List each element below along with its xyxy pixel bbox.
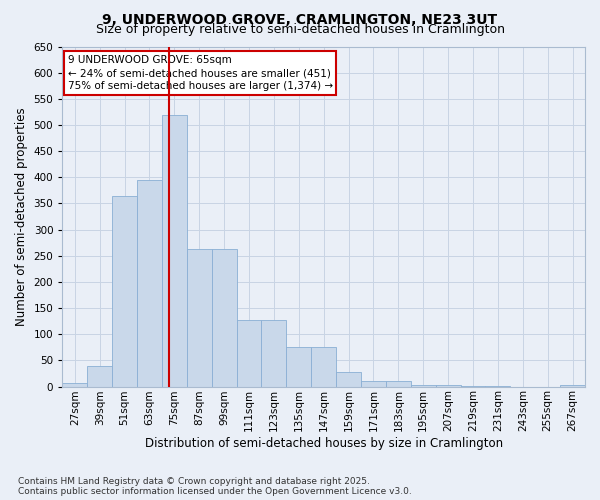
- Bar: [311, 348, 336, 387]
- Text: 9 UNDERWOOD GROVE: 65sqm
← 24% of semi-detached houses are smaller (451)
75% of : 9 UNDERWOOD GROVE: 65sqm ← 24% of semi-d…: [68, 55, 332, 92]
- Bar: [262, 320, 286, 386]
- Bar: [411, 385, 436, 386]
- Bar: [62, 383, 87, 386]
- Bar: [112, 196, 137, 386]
- Bar: [361, 382, 386, 386]
- Bar: [87, 366, 112, 386]
- Bar: [286, 348, 311, 387]
- Bar: [236, 320, 262, 386]
- Bar: [137, 180, 162, 386]
- Text: Size of property relative to semi-detached houses in Cramlington: Size of property relative to semi-detach…: [95, 22, 505, 36]
- Bar: [336, 372, 361, 386]
- Bar: [436, 385, 461, 386]
- Bar: [386, 382, 411, 386]
- Y-axis label: Number of semi-detached properties: Number of semi-detached properties: [15, 107, 28, 326]
- Bar: [560, 385, 585, 386]
- Text: 9, UNDERWOOD GROVE, CRAMLINGTON, NE23 3UT: 9, UNDERWOOD GROVE, CRAMLINGTON, NE23 3U…: [103, 12, 497, 26]
- Bar: [212, 249, 236, 386]
- Bar: [187, 249, 212, 386]
- Bar: [162, 114, 187, 386]
- Text: Contains HM Land Registry data © Crown copyright and database right 2025.
Contai: Contains HM Land Registry data © Crown c…: [18, 476, 412, 496]
- X-axis label: Distribution of semi-detached houses by size in Cramlington: Distribution of semi-detached houses by …: [145, 437, 503, 450]
